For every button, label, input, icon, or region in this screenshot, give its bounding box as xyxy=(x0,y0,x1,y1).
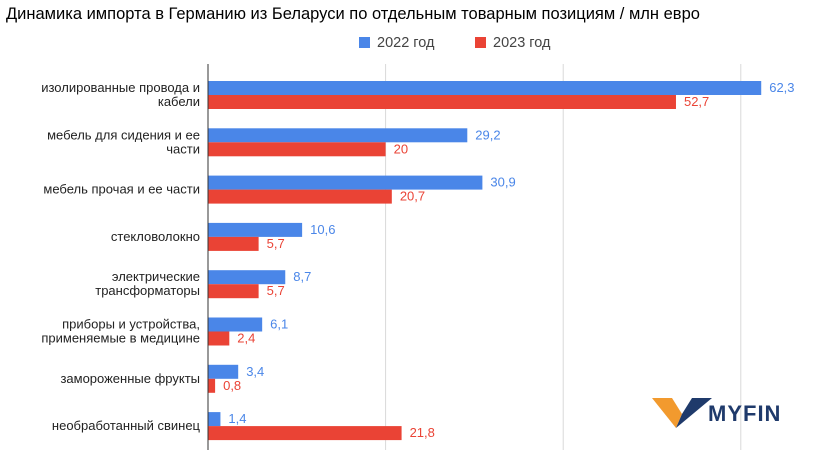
data-label: 20 xyxy=(394,141,408,156)
data-label: 0,8 xyxy=(223,378,241,393)
category-label: электрические xyxy=(112,269,200,284)
legend-label: 2023 год xyxy=(493,35,551,51)
category-label: мебель для сидения и ее xyxy=(47,127,200,142)
bar xyxy=(208,284,259,299)
bar xyxy=(208,412,221,427)
myfin-v-icon xyxy=(652,398,712,428)
data-label: 62,3 xyxy=(769,80,794,95)
bar xyxy=(208,175,483,190)
bar xyxy=(208,317,263,332)
data-label: 8,7 xyxy=(293,269,311,284)
category-label: кабели xyxy=(158,94,200,109)
data-label: 1,4 xyxy=(228,411,246,426)
bar xyxy=(208,364,239,379)
category-label: применяемые в медицине xyxy=(41,331,200,346)
data-label: 5,7 xyxy=(267,236,285,251)
data-label: 29,2 xyxy=(475,127,500,142)
category-label: трансформаторы xyxy=(95,283,200,298)
bar xyxy=(208,95,676,109)
bar xyxy=(208,378,216,393)
bar xyxy=(208,270,286,285)
category-label: части xyxy=(166,141,200,156)
data-label: 10,6 xyxy=(310,222,335,237)
logo-text: MYFIN xyxy=(708,401,781,426)
data-label: 52,7 xyxy=(684,94,709,109)
legend-swatch xyxy=(475,37,486,48)
category-label: замороженные фрукты xyxy=(60,371,200,386)
legend: 2022 год 2023 год xyxy=(359,35,551,51)
myfin-logo: MYFIN xyxy=(652,398,781,428)
bar xyxy=(208,222,303,237)
bar xyxy=(208,189,392,204)
data-label: 20,7 xyxy=(400,189,425,204)
bars: 62,3 52,7 29,2 20 30,9 20,7 10,6 5,7 8,7 5,7 6,1 2,… xyxy=(208,80,795,441)
bar xyxy=(208,142,386,157)
category-label: приборы и устройства, xyxy=(62,317,200,332)
category-label: изолированные провода и xyxy=(41,80,200,95)
data-label: 30,9 xyxy=(490,175,515,190)
bar xyxy=(208,426,402,441)
bar xyxy=(208,81,762,95)
chart-title: Динамика импорта в Германию из Беларуси … xyxy=(6,5,700,23)
legend-label: 2022 год xyxy=(377,35,435,51)
category-label: мебель прочая и ее части xyxy=(43,182,200,197)
bar xyxy=(208,128,468,143)
category-label: необработанный свинец xyxy=(52,418,201,433)
data-label: 6,1 xyxy=(270,317,288,332)
legend-swatch xyxy=(359,37,370,48)
gridlines xyxy=(385,64,742,450)
data-label: 5,7 xyxy=(267,283,285,298)
data-label: 3,4 xyxy=(246,364,264,379)
data-label: 21,8 xyxy=(410,425,435,440)
bar xyxy=(208,331,230,346)
data-label: 2,4 xyxy=(237,331,255,346)
bar xyxy=(208,236,259,251)
category-label: стекловолокно xyxy=(111,229,200,244)
